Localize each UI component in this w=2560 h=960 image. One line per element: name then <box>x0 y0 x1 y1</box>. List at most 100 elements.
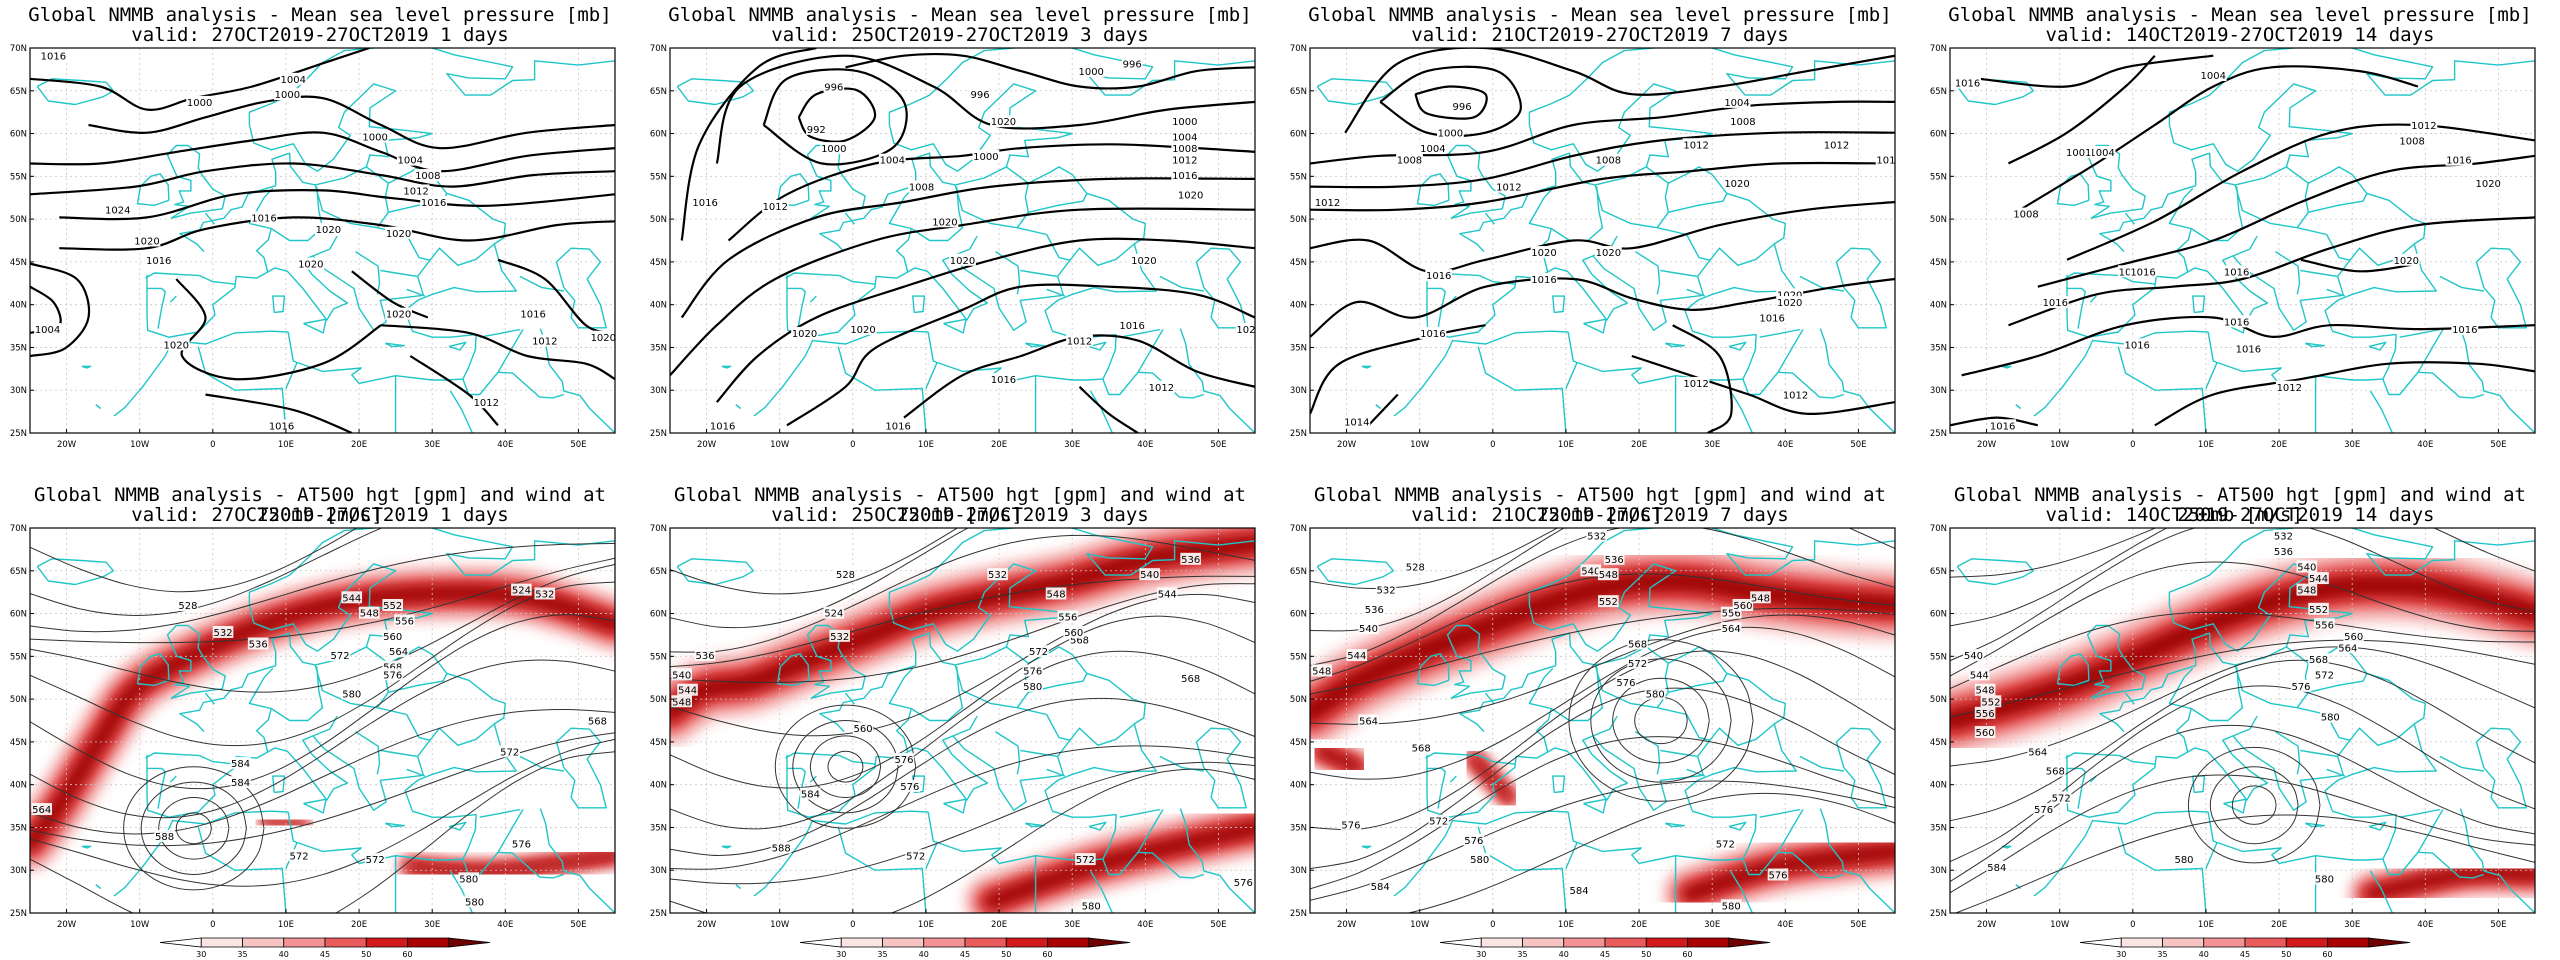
coastline <box>136 653 170 687</box>
contour-label: 556 <box>1722 609 1741 620</box>
coastline <box>1020 269 1058 278</box>
coastline <box>1594 646 1669 709</box>
height-contour <box>1950 561 2535 677</box>
latitude-tick-label: 70N <box>650 524 667 534</box>
coastline <box>1089 870 1114 913</box>
contour-label: 564 <box>1722 624 1741 635</box>
contour-label: 552 <box>1599 597 1618 608</box>
coastline <box>1427 767 1446 809</box>
coastline <box>1393 243 1797 417</box>
coastline <box>1686 288 1706 297</box>
latitude-tick-label: 30N <box>1290 386 1307 396</box>
colorbar-tick-label: 50 <box>1001 950 1011 959</box>
latitude-tick-label: 30N <box>10 866 27 876</box>
coastline <box>2001 365 2012 369</box>
contour-label: 564 <box>389 647 408 658</box>
coastline <box>1046 768 1066 777</box>
latitude-tick-label: 35N <box>650 823 667 833</box>
panel-title: Global NMMB analysis - Mean sea level pr… <box>1308 4 1892 26</box>
isobar <box>670 207 1255 377</box>
panel-title: Global NMMB analysis - AT500 hgt [gpm] a… <box>34 484 606 526</box>
coastline <box>312 235 338 257</box>
colorbar-tick-label: 35 <box>1517 950 1527 959</box>
contour-label: 1008 <box>1596 156 1621 167</box>
coastline <box>169 295 177 303</box>
contour-label: 1000 <box>1078 67 1103 78</box>
colorbar-swatch <box>923 937 966 948</box>
colorbar-swatch <box>1645 937 1688 948</box>
longitude-tick-label: 30E <box>424 920 440 930</box>
coastline <box>204 692 215 705</box>
latitude-tick-label: 45N <box>1930 738 1947 748</box>
contour-label: 1016 <box>146 256 171 267</box>
contour-label: 536 <box>1365 605 1384 616</box>
height-contour <box>1954 814 2535 913</box>
latitude-tick-label: 50N <box>650 215 667 225</box>
contour-label: 564 <box>2028 747 2047 758</box>
coastline <box>355 251 381 295</box>
longitude-tick-label: 30E <box>1064 920 1080 930</box>
isobar <box>2154 361 2535 427</box>
latitude-tick-label: 25N <box>10 909 27 919</box>
contour-label: 556 <box>395 616 414 627</box>
jet-shading <box>2367 869 2535 898</box>
latitude-tick-label: 40N <box>1930 301 1947 311</box>
coastline <box>809 295 817 303</box>
coastline <box>169 775 177 783</box>
colorbar-tick-label: 40 <box>2199 950 2209 959</box>
panel-valid-period: valid: 25OCT2019-27OCT2019 3 days <box>771 504 1149 526</box>
coastline <box>2117 346 2207 433</box>
isobar <box>1310 131 1895 189</box>
latitude-tick-label: 45N <box>10 738 27 748</box>
coastline <box>2399 808 2441 818</box>
height-contour <box>2231 785 2277 825</box>
colorbar-tick-label: 35 <box>2157 950 2167 959</box>
coastline <box>1020 749 1058 758</box>
height-contour <box>670 745 1255 870</box>
colorbar-tick-label: 60 <box>1682 950 1692 959</box>
coastline <box>1119 808 1161 818</box>
latitude-tick-label: 30N <box>650 866 667 876</box>
contour-label: 572 <box>2315 670 2334 681</box>
longitude-tick-label: 20E <box>2271 440 2287 450</box>
map-frame <box>669 47 1256 434</box>
coastline <box>2297 707 2351 741</box>
height-contour <box>1310 607 1895 695</box>
coastline <box>1843 870 1895 913</box>
latitude-tick-label: 50N <box>650 695 667 705</box>
contour-label: 580 <box>2315 874 2334 885</box>
coastline <box>839 274 875 285</box>
longitude-tick-label: 40E <box>1137 440 1153 450</box>
contour-label: 996 <box>1123 59 1142 70</box>
longitude-tick-label: 50E <box>2490 440 2506 450</box>
longitude-tick-label: 10W <box>1410 920 1430 930</box>
coastline <box>1583 798 1607 814</box>
height-contour <box>30 614 615 790</box>
longitude-tick-label: 50E <box>1210 920 1226 930</box>
map-panel-7: Global NMMB analysis - AT500 hgt [gpm] a… <box>1280 480 1920 960</box>
contour-label: 1008 <box>1397 156 1422 167</box>
contour-label: 576 <box>1768 871 1787 882</box>
coastline <box>844 692 855 705</box>
latitude-tick-label: 35N <box>1290 343 1307 353</box>
contour-label: 1012 <box>532 337 557 348</box>
contour-label: 556 <box>2315 620 2334 631</box>
latitude-tick-label: 35N <box>10 343 27 353</box>
coastline <box>2483 390 2535 433</box>
coastline <box>954 166 1029 229</box>
contour-label: 580 <box>1023 682 1042 693</box>
longitude-tick-label: 50E <box>1850 440 1866 450</box>
longitude-tick-label: 30E <box>2344 440 2360 450</box>
coastline <box>448 341 467 351</box>
isobar <box>1344 48 1895 134</box>
map-panel-3: Global NMMB analysis - Mean sea level pr… <box>1280 0 1920 480</box>
latitude-tick-label: 65N <box>650 567 667 577</box>
latitude-tick-label: 60N <box>1930 610 1947 620</box>
map-panel-1: Global NMMB analysis - Mean sea level pr… <box>0 0 640 480</box>
isobar <box>175 278 382 381</box>
contour-label: 548 <box>1976 686 1995 697</box>
coastline <box>462 371 565 399</box>
contour-label: 560 <box>1064 628 1083 639</box>
height-contour <box>1950 659 2535 822</box>
coastline <box>1552 295 1566 314</box>
